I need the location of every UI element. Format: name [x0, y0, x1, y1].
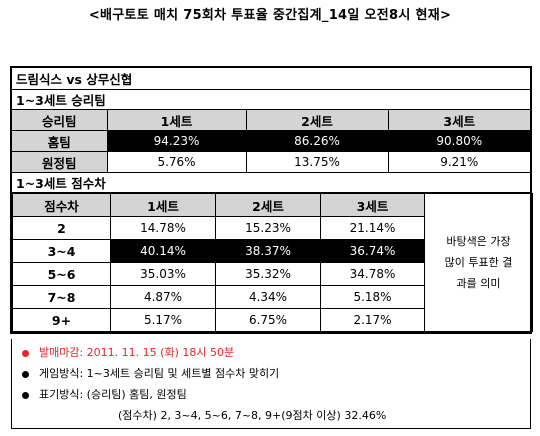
- section1-title: 1~3세트 승리팀: [10, 89, 532, 110]
- set3-header: 3세트: [387, 109, 532, 131]
- score-3-4-set2: 38.37%: [215, 239, 321, 263]
- deadline-text: 발매마감: 2011. 11. 15 (화) 18시 50분: [39, 346, 235, 359]
- score-3-4-set3: 36.74%: [320, 239, 425, 263]
- score-2-set1: 14.78%: [110, 216, 216, 240]
- score-7-8-set1: 4.87%: [110, 285, 216, 309]
- score-row-label: 5~6: [12, 262, 111, 286]
- score-row-label: 9+: [12, 308, 111, 332]
- legend-line-3: 과를 의미: [456, 277, 501, 290]
- section2-title: 1~3세트 점수차: [10, 172, 532, 193]
- s2-set1-header: 1세트: [110, 193, 216, 217]
- score-row-label: 7~8: [12, 285, 111, 309]
- score-7-8-set2: 4.34%: [215, 285, 321, 309]
- vote-rate-table: 드림식스 vs 상무신협 1~3세트 승리팀 승리팀 1세트 2세트 3세트 홈…: [10, 66, 533, 334]
- notation-note: 표기방식: (승리팀) 홈팀, 원정팀: [22, 386, 187, 402]
- score-9plus-set3: 2.17%: [320, 308, 425, 332]
- legend-line-1: 바탕색은 가장: [446, 235, 511, 248]
- score-2-set2: 15.23%: [215, 216, 321, 240]
- score-5-6-set3: 34.78%: [320, 262, 425, 286]
- row-label-home: 홈팀: [10, 130, 108, 152]
- set2-header: 2세트: [245, 109, 389, 131]
- score-2-set3: 21.14%: [320, 216, 425, 240]
- score-row-label: 3~4: [12, 239, 111, 263]
- away-set2-value: 13.75%: [245, 151, 389, 173]
- score-row-label: 2: [12, 216, 111, 240]
- section2-col-label: 점수차: [12, 193, 111, 217]
- score-7-8-set3: 5.18%: [320, 285, 425, 309]
- bullet-icon: [22, 370, 29, 378]
- away-set1-value: 5.76%: [106, 151, 247, 173]
- s2-set3-header: 3세트: [320, 193, 425, 217]
- score-9plus-set2: 6.75%: [215, 308, 321, 332]
- score-3-4-set1: 40.14%: [110, 239, 216, 263]
- home-set3-value: 90.80%: [387, 130, 532, 152]
- s2-set2-header: 2세트: [215, 193, 321, 217]
- red-bullet-icon: [22, 349, 29, 357]
- set1-header: 1세트: [106, 109, 247, 131]
- notation-detail-note: (점수차) 2, 3~4, 5~6, 7~8, 9+(9점차 이상) 32.46…: [118, 409, 387, 422]
- home-set2-value: 86.26%: [245, 130, 389, 152]
- score-diff-table: 점수차 1세트 2세트 3세트 바탕색은 가장 많이 투표한 결 과를 의미 2…: [12, 193, 533, 332]
- notation-text: 표기방식: (승리팀) 홈팀, 원정팀: [39, 388, 187, 401]
- home-set1-value: 94.23%: [106, 130, 247, 152]
- score-5-6-set2: 35.32%: [215, 262, 321, 286]
- game-method-note: 게임방식: 1~3세트 승리팀 및 세트별 점수차 맞히기: [22, 365, 279, 381]
- highlight-legend: 바탕색은 가장 많이 투표한 결 과를 의미: [424, 193, 533, 332]
- row-label-away: 원정팀: [10, 151, 108, 173]
- score-5-6-set1: 35.03%: [110, 262, 216, 286]
- game-method-text: 게임방식: 1~3세트 승리팀 및 세트별 점수차 맞히기: [39, 367, 280, 380]
- deadline-note: 발매마감: 2011. 11. 15 (화) 18시 50분: [22, 344, 234, 360]
- page-title: <배구토토 매치 75회차 투표율 중간집계_14일 오전8시 현재>: [88, 8, 452, 23]
- bullet-icon: [22, 391, 29, 399]
- match-header: 드림식스 vs 상무신협: [10, 66, 532, 90]
- section1-col-label: 승리팀: [10, 109, 108, 131]
- away-set3-value: 9.21%: [387, 151, 532, 173]
- notes-box: 발매마감: 2011. 11. 15 (화) 18시 50분 게임방식: 1~3…: [11, 339, 531, 429]
- score-9plus-set1: 5.17%: [110, 308, 216, 332]
- legend-line-2: 많이 투표한 결: [444, 256, 513, 269]
